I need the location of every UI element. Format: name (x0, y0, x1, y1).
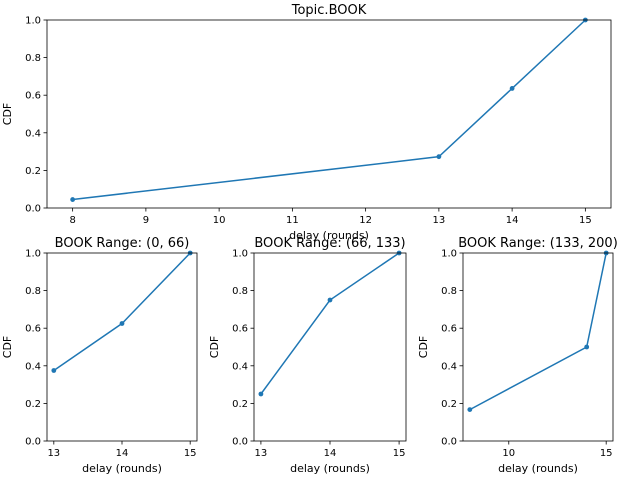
data-point (258, 391, 264, 397)
y-tick-label: 1.0 (25, 249, 41, 260)
x-tick-label: 15 (600, 448, 613, 459)
data-point (584, 344, 590, 350)
data-point (509, 86, 515, 91)
data-point (436, 154, 442, 160)
x-tick-label: 13 (255, 448, 268, 459)
subplot-4: 10 15 0.0 0.2 0.4 0.6 0.8 1.0 delay (rounds) CDF B… (417, 236, 618, 475)
y-tick-label: 0.4 (232, 361, 248, 372)
x-tick-label: 8 (69, 215, 75, 226)
subplot-2: 13 14 15 0.0 0.2 0.4 0.6 0.8 1.0 delay (rounds) CD… (1, 236, 198, 475)
data-point (51, 368, 57, 373)
data-point (119, 321, 125, 326)
y-tick-label: 0.0 (441, 437, 457, 448)
x-tick-label: 11 (286, 215, 299, 226)
y-tick-label: 0.2 (25, 166, 41, 177)
y-tick-label: 0.4 (441, 361, 457, 372)
data-point (327, 297, 333, 303)
x-axis-label: delay (rounds) (498, 462, 578, 475)
data-point (70, 197, 76, 202)
y-tick-label: 0.2 (441, 399, 457, 410)
x-tick-label: 14 (116, 448, 129, 459)
y-tick-label: 0.8 (25, 53, 41, 64)
y-tick-label: 0.2 (232, 399, 248, 410)
x-tick-label: 10 (213, 215, 226, 226)
x-tick-label: 13 (433, 215, 446, 226)
subplot-3: 13 14 15 0.0 0.2 0.4 0.6 0.8 1.0 delay (rounds) CD… (208, 236, 407, 475)
series-line (72, 19, 586, 201)
axes-frame (253, 252, 407, 442)
y-tick-label: 0.6 (232, 324, 248, 335)
chart-title: BOOK Range: (0, 66) (55, 236, 190, 251)
series-line (53, 252, 191, 372)
y-axis-label: CDF (1, 103, 14, 125)
axes-frame (46, 252, 198, 442)
chart-title: Topic.BOOK (291, 3, 367, 18)
series-line (260, 252, 400, 395)
y-axis-label: CDF (417, 336, 430, 358)
series-line (469, 252, 607, 411)
y-tick-label: 0.2 (25, 399, 41, 410)
y-tick-label: 1.0 (232, 249, 248, 260)
y-tick-label: 0.6 (25, 324, 41, 335)
x-tick-label: 15 (184, 448, 197, 459)
x-tick-label: 9 (143, 215, 149, 226)
y-tick-label: 0.8 (232, 286, 248, 297)
chart-title: BOOK Range: (66, 133) (254, 236, 405, 251)
y-tick-label: 0.6 (441, 324, 457, 335)
x-axis-label: delay (rounds) (290, 462, 370, 475)
x-axis-label: delay (rounds) (82, 462, 162, 475)
y-tick-label: 0.0 (25, 204, 41, 215)
x-tick-label: 15 (579, 215, 592, 226)
y-tick-label: 0.0 (25, 437, 41, 448)
x-tick-label: 14 (324, 448, 337, 459)
y-tick-label: 0.0 (232, 437, 248, 448)
x-tick-label: 12 (359, 215, 372, 226)
y-tick-label: 1.0 (441, 249, 457, 260)
y-tick-label: 0.8 (441, 286, 457, 297)
x-axis-label: delay (rounds) (289, 229, 369, 242)
x-tick-label: 10 (502, 448, 515, 459)
x-tick-label: 14 (506, 215, 519, 226)
axes-frame (46, 19, 612, 209)
y-tick-label: 1.0 (25, 16, 41, 27)
data-point (467, 407, 473, 413)
y-tick-label: 0.4 (25, 128, 41, 139)
x-tick-label: 15 (393, 448, 406, 459)
chart-title: BOOK Range: (133, 200) (458, 236, 618, 251)
x-tick-label: 13 (47, 448, 60, 459)
axes-frame (462, 252, 614, 442)
subplot-1: 8 9 10 11 12 13 14 15 0.0 0.2 0.4 0.6 0.8 1.0 delay (r… (1, 3, 612, 242)
y-axis-label: CDF (1, 336, 14, 358)
y-tick-label: 0.4 (25, 361, 41, 372)
y-tick-label: 0.6 (25, 91, 41, 102)
y-axis-label: CDF (208, 336, 221, 358)
y-tick-label: 0.8 (25, 286, 41, 297)
